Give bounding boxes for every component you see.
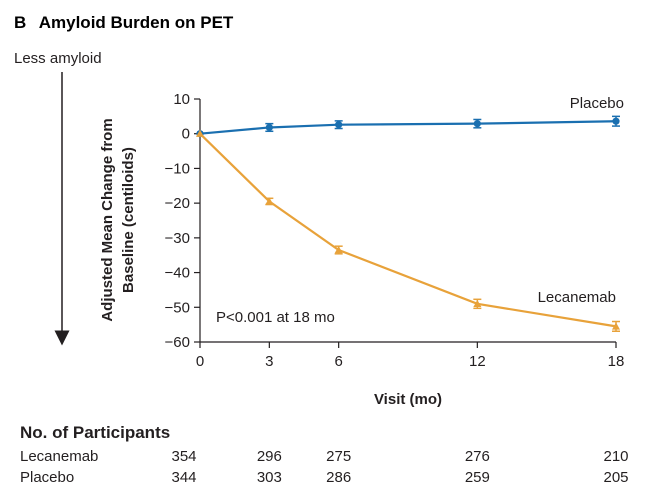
data-point bbox=[265, 123, 273, 132]
x-tick-label: 12 bbox=[469, 353, 486, 370]
y-axis-title: Adjusted Mean Change from Baseline (cent… bbox=[99, 118, 137, 321]
participants-title: No. of Participants bbox=[20, 423, 170, 442]
participants-count: 276 bbox=[465, 448, 490, 465]
participants-table: Lecanemab 354 296 275 276 210 Placebo 344 303 286… bbox=[20, 448, 629, 486]
y-tick-label: −10 bbox=[165, 160, 190, 177]
data-point bbox=[196, 129, 204, 137]
data-point bbox=[612, 117, 620, 125]
participants-row-label: Lecanemab bbox=[20, 448, 98, 465]
participants-count: 210 bbox=[603, 448, 628, 465]
x-tick-label: 18 bbox=[608, 353, 625, 370]
data-point bbox=[335, 121, 343, 129]
direction-note: Less amyloid bbox=[14, 50, 102, 67]
y-tick-label: −60 bbox=[165, 334, 190, 351]
participants-row-label: Placebo bbox=[20, 469, 74, 486]
y-tick-label: 0 bbox=[182, 126, 190, 143]
y-axis-title-line1: Adjusted Mean Change from bbox=[99, 118, 116, 321]
data-point bbox=[473, 299, 482, 308]
data-point bbox=[473, 120, 481, 128]
participants-count: 205 bbox=[603, 469, 628, 486]
panel-letter: B bbox=[14, 13, 26, 32]
x-tick-label: 3 bbox=[265, 353, 273, 370]
data-point bbox=[265, 197, 274, 205]
x-axis-title: Visit (mo) bbox=[374, 391, 442, 408]
participants-count: 344 bbox=[171, 469, 196, 486]
participants-count: 275 bbox=[326, 448, 351, 465]
p-value-annotation: P<0.001 at 18 mo bbox=[216, 309, 335, 326]
y-axis-title-line2: Baseline (centiloids) bbox=[120, 147, 137, 293]
panel-title: B Amyloid Burden on PET bbox=[14, 13, 234, 32]
y-tick-label: −40 bbox=[165, 265, 190, 282]
series-label-lecanemab: Lecanemab bbox=[538, 289, 616, 306]
series-placebo bbox=[196, 115, 620, 138]
series-lecanemab bbox=[196, 129, 620, 332]
y-tick-label: −30 bbox=[165, 230, 190, 247]
panel-title-text: Amyloid Burden on PET bbox=[39, 13, 234, 32]
x-tick-label: 6 bbox=[334, 353, 342, 370]
y-ticks: 10 0 −10 −20 −30 −40 −50 −60 bbox=[165, 91, 200, 351]
series-layer bbox=[196, 115, 620, 332]
participants-count: 286 bbox=[326, 469, 351, 486]
series-label-placebo: Placebo bbox=[570, 95, 624, 112]
data-point bbox=[612, 322, 620, 330]
y-tick-label: 10 bbox=[173, 91, 190, 108]
participants-count: 296 bbox=[257, 448, 282, 465]
series-line bbox=[199, 120, 617, 135]
participants-count: 259 bbox=[465, 469, 490, 486]
participants-count: 303 bbox=[257, 469, 282, 486]
y-tick-label: −20 bbox=[165, 195, 190, 212]
x-ticks: 0 3 6 12 18 bbox=[196, 342, 625, 370]
x-tick-label: 0 bbox=[196, 353, 204, 370]
data-point bbox=[334, 246, 343, 254]
participants-count: 354 bbox=[171, 448, 196, 465]
y-tick-label: −50 bbox=[165, 299, 190, 316]
